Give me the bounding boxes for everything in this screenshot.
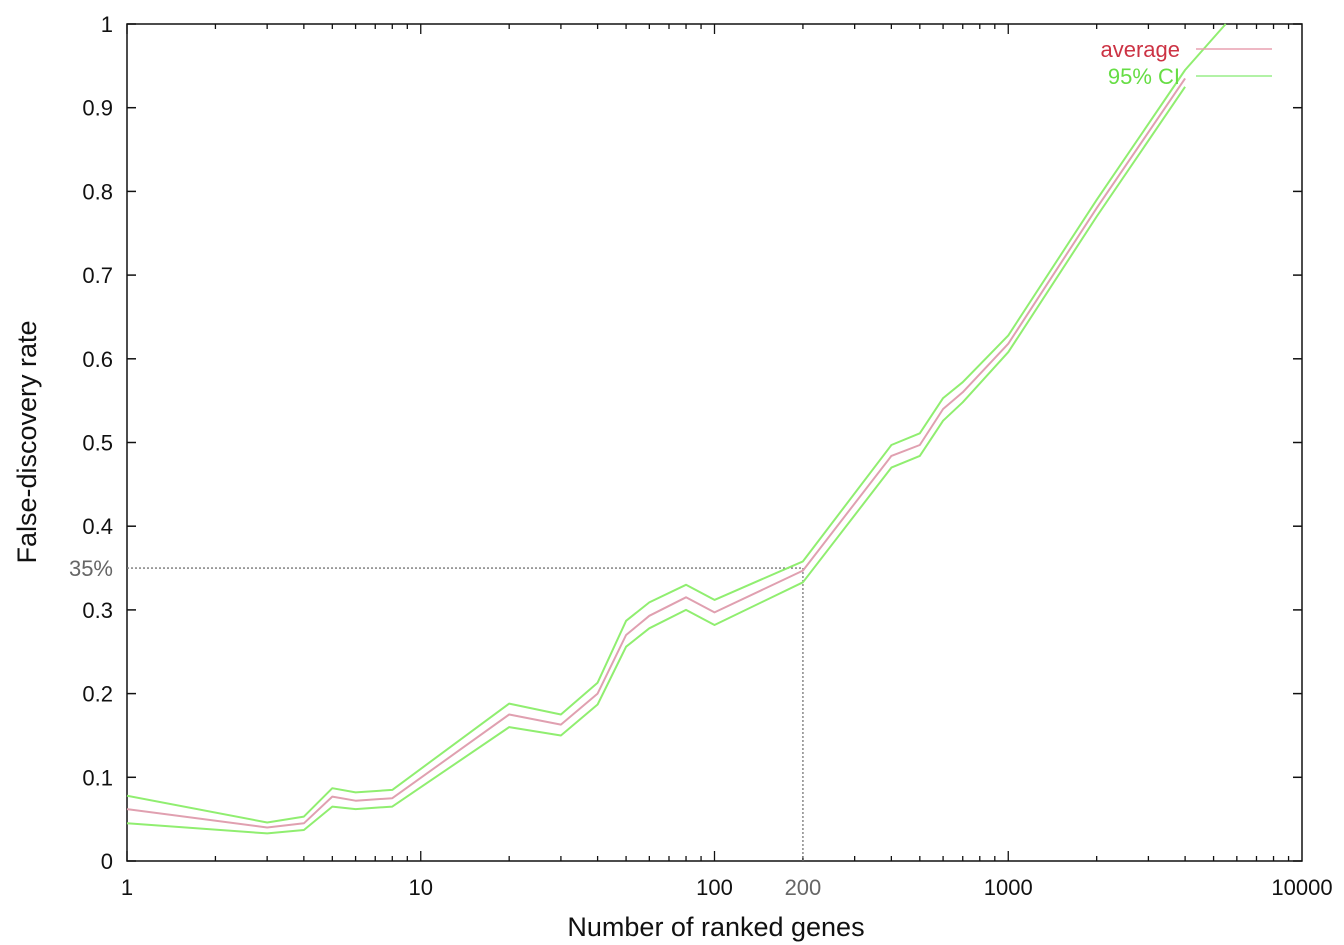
y-tick-label: 0.7 — [82, 263, 113, 288]
series-lines — [126, 23, 1227, 835]
y-tick-label: 0.1 — [82, 765, 113, 790]
axis-ticks: 0 0.1 0.2 0.3 0.4 0.5 0.6 0.7 0.8 0.9 1 1 10 100 1000 1… — [82, 12, 1332, 900]
reference-lines: 35% 200 — [69, 556, 821, 900]
y-tick-label: 0.2 — [82, 682, 113, 707]
x-tick-label: 100 — [696, 875, 733, 900]
legend-label: average — [1100, 37, 1180, 62]
y-tick-label: 0.5 — [82, 431, 113, 456]
series-line-95-ci — [126, 23, 1227, 824]
y-tick-label: 0.4 — [82, 514, 113, 539]
y-tick-label: 0.6 — [82, 347, 113, 372]
reference-x-label: 200 — [785, 875, 822, 900]
x-tick-label: 10 — [409, 875, 433, 900]
y-tick-label: 1 — [101, 12, 113, 37]
series-line-ci-lower — [126, 86, 1186, 835]
reference-y-label: 35% — [69, 556, 113, 581]
x-axis-title: Number of ranked genes — [567, 912, 864, 942]
x-tick-label: 1000 — [984, 875, 1033, 900]
y-tick-label: 0.3 — [82, 598, 113, 623]
y-tick-label: 0.8 — [82, 179, 113, 204]
plot-frame — [126, 23, 1303, 862]
legend-label: 95% CI — [1108, 64, 1180, 89]
y-tick-label: 0.9 — [82, 96, 113, 121]
y-axis-title: False-discovery rate — [12, 320, 42, 563]
x-tick-label: 10000 — [1271, 875, 1332, 900]
x-tick-label: 1 — [121, 875, 133, 900]
series-line-average — [126, 77, 1186, 829]
y-tick-label: 0 — [101, 849, 113, 874]
